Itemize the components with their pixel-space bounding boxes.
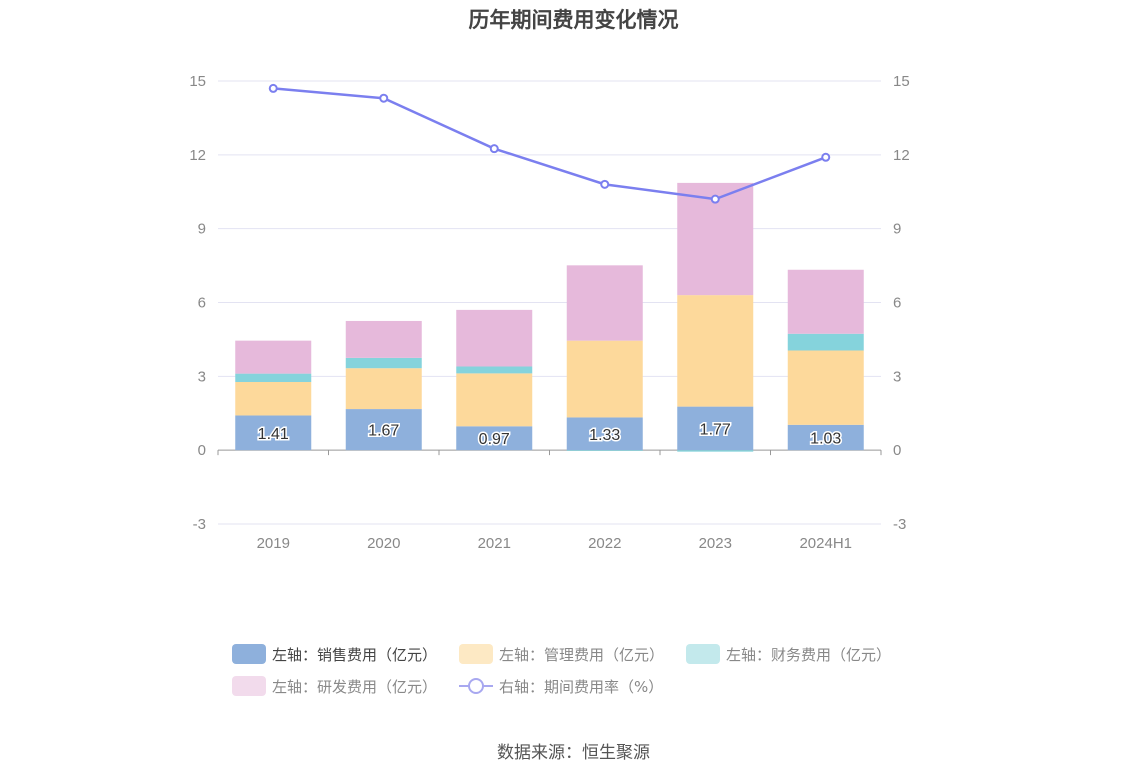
bar-segment <box>787 424 864 451</box>
y-tick-label-right: 15 <box>893 73 910 90</box>
bar-segment <box>235 373 312 382</box>
bar-segment <box>345 357 422 369</box>
data-label: 1.77 <box>700 421 731 438</box>
bar-segment <box>677 406 754 451</box>
chart-title: 历年期间费用变化情况 <box>468 8 679 32</box>
x-tick-label: 2024H1 <box>799 535 852 552</box>
y-tick-label-right: 3 <box>893 368 901 385</box>
rate-point <box>821 152 831 162</box>
bar-segment <box>566 265 643 341</box>
rate-point <box>268 83 278 93</box>
bar-segment <box>566 417 643 451</box>
legend-label-rate: 右轴：期间费用率（%） <box>499 677 664 696</box>
legend-item-finance[interactable]: 左轴：财务费用（亿元） <box>686 644 891 665</box>
legend-item-sales[interactable]: 左轴：销售费用（亿元） <box>232 644 437 665</box>
bar-segment <box>677 450 754 452</box>
x-tick-label: 2022 <box>588 535 621 552</box>
bar-segment <box>456 373 533 427</box>
legend-swatch-sales <box>232 644 266 664</box>
rate-line <box>273 87 827 201</box>
y-tick-label-right: 12 <box>893 147 910 164</box>
x-tick-label: 2023 <box>699 535 732 552</box>
legend-label-finance: 左轴：财务费用（亿元） <box>726 645 892 664</box>
rate-point <box>600 179 610 189</box>
legend-label-sales: 左轴：销售费用（亿元） <box>272 645 438 664</box>
rate-point <box>489 144 499 154</box>
y-tick-label-left: 9 <box>198 221 206 238</box>
y-tick-label-right: -3 <box>893 516 906 533</box>
bar-segment <box>787 333 864 351</box>
bar-segment <box>456 309 533 367</box>
legend-item-rate[interactable]: 右轴：期间费用率（%） <box>459 676 663 697</box>
x-tick-label: 2019 <box>257 535 290 552</box>
legend-label-admin: 左轴：管理费用（亿元） <box>499 645 665 664</box>
data-label: 1.03 <box>810 430 841 447</box>
data-label: 1.67 <box>368 423 399 440</box>
legend-label-rd: 左轴：研发费用（亿元） <box>272 677 438 696</box>
bar-segment <box>456 366 533 374</box>
y-tick-label-left: 12 <box>189 147 206 164</box>
y-tick-label-left: 0 <box>198 442 206 459</box>
legend-item-admin[interactable]: 左轴：管理费用（亿元） <box>459 644 664 665</box>
y-tick-label-left: 3 <box>198 368 206 385</box>
y-tick-label-right: 6 <box>893 295 901 312</box>
bar-segment <box>787 350 864 425</box>
legend-row-1: 左轴：销售费用（亿元） 左轴：管理费用（亿元） 左轴：财务费用（亿元） <box>232 638 952 670</box>
bar-segment <box>345 368 422 410</box>
legend-swatch-admin <box>459 644 494 664</box>
data-label: 1.33 <box>589 427 620 444</box>
bar-segment <box>235 415 312 451</box>
legend-swatch-rd <box>232 676 266 696</box>
y-tick-label-right: 9 <box>893 221 901 238</box>
bar-segment <box>235 340 312 374</box>
rate-point <box>379 93 389 103</box>
bar-segment <box>345 409 422 451</box>
bar-segment <box>235 381 312 416</box>
legend-row-2: 左轴：研发费用（亿元） 右轴：期间费用率（%） <box>232 670 952 702</box>
y-tick-label-right: 0 <box>893 442 901 459</box>
stacked-bar-line-chart: 15 12 9 6 3 0 -3 15 12 9 6 3 0 -3 2019 2020 2021 2022 2023… <box>189 73 910 552</box>
bar-segment <box>677 295 754 407</box>
legend: 左轴：销售费用（亿元） 左轴：管理费用（亿元） 左轴：财务费用（亿元） 左轴：研… <box>232 638 952 702</box>
bar-segment <box>456 426 533 451</box>
bar-segment <box>345 320 422 358</box>
data-label: 0.97 <box>479 431 510 448</box>
x-tick-label: 2021 <box>478 535 511 552</box>
legend-swatch-finance <box>686 644 721 664</box>
data-label: 1.41 <box>258 426 289 443</box>
y-tick-label-left: 6 <box>198 295 206 312</box>
bar-segment <box>787 269 864 334</box>
bar-segment <box>566 450 643 451</box>
bar-segment <box>566 340 643 418</box>
data-source: 数据来源：恒生聚源 <box>497 743 650 763</box>
y-tick-label-left: 15 <box>189 73 206 90</box>
legend-line-icon-rate <box>459 676 494 696</box>
rate-point <box>710 194 720 204</box>
y-tick-label-left: -3 <box>193 516 206 533</box>
legend-item-rd[interactable]: 左轴：研发费用（亿元） <box>232 676 437 697</box>
x-tick-label: 2020 <box>367 535 400 552</box>
